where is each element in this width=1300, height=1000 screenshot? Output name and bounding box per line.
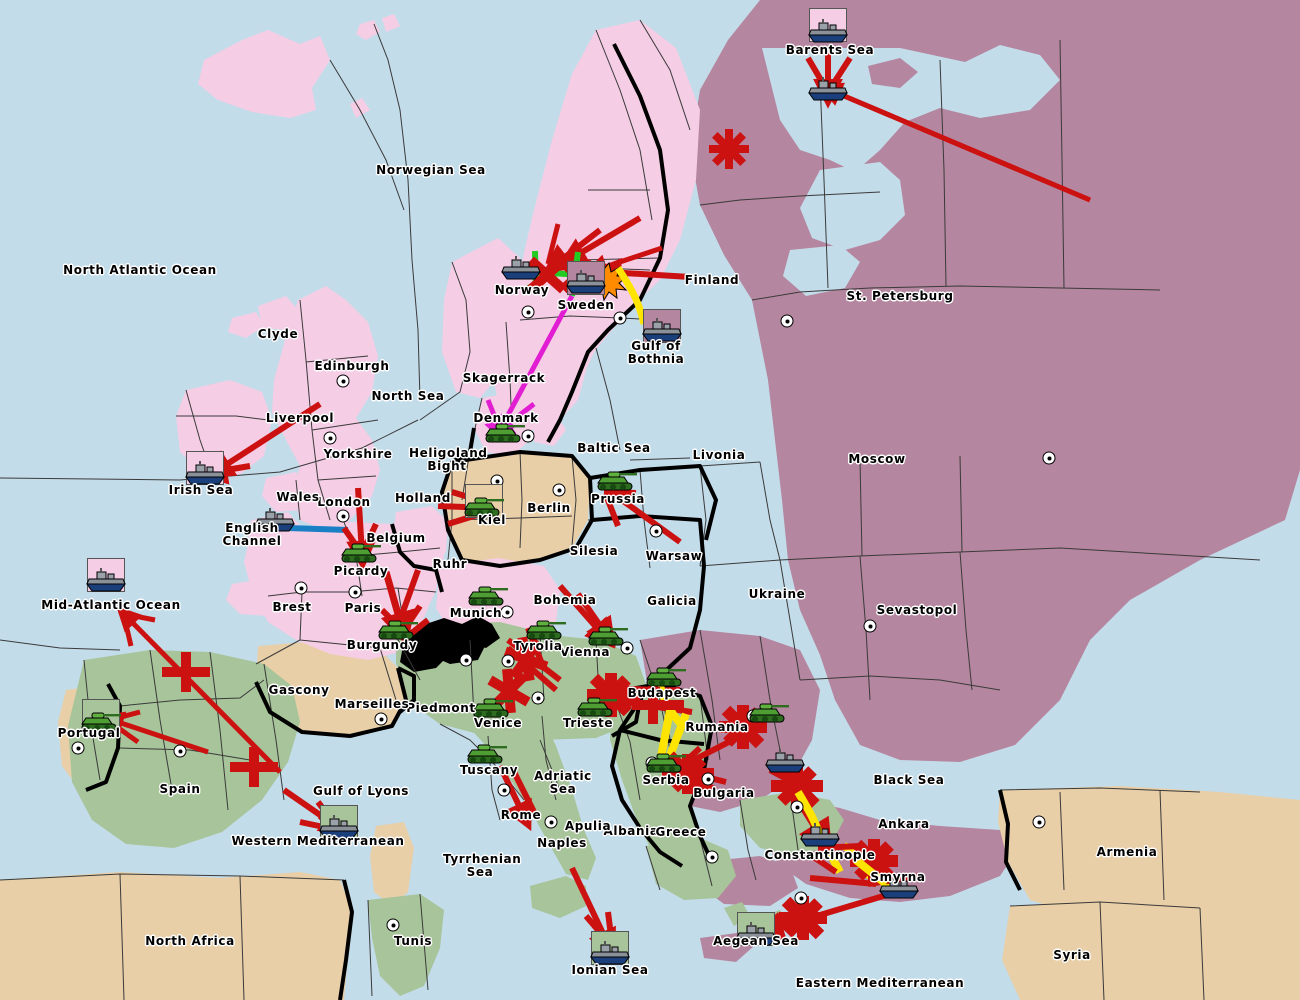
supply-center <box>1042 451 1056 465</box>
order-tuscany-to-rome <box>497 764 537 832</box>
fleet-unit[interactable] <box>587 941 633 967</box>
army-unit[interactable] <box>375 617 421 643</box>
army-unit[interactable] <box>461 494 507 520</box>
fleet-unit[interactable] <box>316 815 362 841</box>
army-unit[interactable] <box>574 694 620 720</box>
fleet-unit[interactable] <box>563 270 609 296</box>
supply-center <box>294 581 308 595</box>
supply-center <box>1032 815 1046 829</box>
supply-center <box>500 605 514 619</box>
fleet-unit[interactable] <box>498 256 544 282</box>
supply-center <box>544 815 558 829</box>
fleet-unit[interactable] <box>182 461 228 487</box>
cut-budapest <box>632 684 690 768</box>
supply-center <box>521 305 535 319</box>
army-unit[interactable] <box>464 741 510 767</box>
army-unit[interactable] <box>585 623 631 649</box>
bounce-budapest-west <box>599 685 661 693</box>
supply-center <box>386 918 400 932</box>
supply-center <box>649 524 663 538</box>
army-unit[interactable] <box>643 664 689 690</box>
fleet-unit[interactable] <box>762 749 808 775</box>
fleet-unit[interactable] <box>639 318 685 344</box>
fleet-unit[interactable] <box>805 19 851 45</box>
supply-center <box>790 800 804 814</box>
supply-center <box>531 691 545 705</box>
army-unit[interactable] <box>746 700 792 726</box>
supply-center <box>336 509 350 523</box>
supply-center <box>620 641 634 655</box>
army-unit[interactable] <box>523 617 569 643</box>
army-unit[interactable] <box>482 420 528 446</box>
supply-center <box>323 431 337 445</box>
supply-center <box>459 653 473 667</box>
convoy-english-channel <box>287 525 349 533</box>
supply-center <box>501 654 515 668</box>
army-unit[interactable] <box>643 750 689 776</box>
fleet-unit[interactable] <box>797 823 843 849</box>
supply-center <box>552 483 566 497</box>
supply-center <box>701 772 715 786</box>
army-unit[interactable] <box>470 695 516 721</box>
supply-center <box>173 744 187 758</box>
order-belgium-ruhr <box>397 568 421 622</box>
supply-center <box>497 783 511 797</box>
fleet-unit[interactable] <box>876 875 922 901</box>
fleet-unit[interactable] <box>83 568 129 594</box>
supply-center <box>374 712 388 726</box>
fleet-unit[interactable] <box>733 922 779 948</box>
supply-center <box>794 891 808 905</box>
supply-center <box>521 429 535 443</box>
cut-gulf-of-bothnia <box>615 266 648 325</box>
army-unit[interactable] <box>465 583 511 609</box>
army-unit[interactable] <box>78 709 124 735</box>
army-unit[interactable] <box>594 468 640 494</box>
fleet-unit[interactable] <box>805 77 851 103</box>
supply-center <box>613 311 627 325</box>
supply-center <box>71 741 85 755</box>
supply-center <box>336 374 350 388</box>
order-stp-to-barents <box>817 82 1091 203</box>
order-prussia-to-warsaw <box>603 487 682 545</box>
supply-center <box>863 619 877 633</box>
fleet-unit[interactable] <box>252 508 298 534</box>
bounce-barents <box>709 129 749 169</box>
supply-center <box>348 585 362 599</box>
supply-center <box>705 850 719 864</box>
army-unit[interactable] <box>338 540 384 566</box>
supply-center <box>780 314 794 328</box>
